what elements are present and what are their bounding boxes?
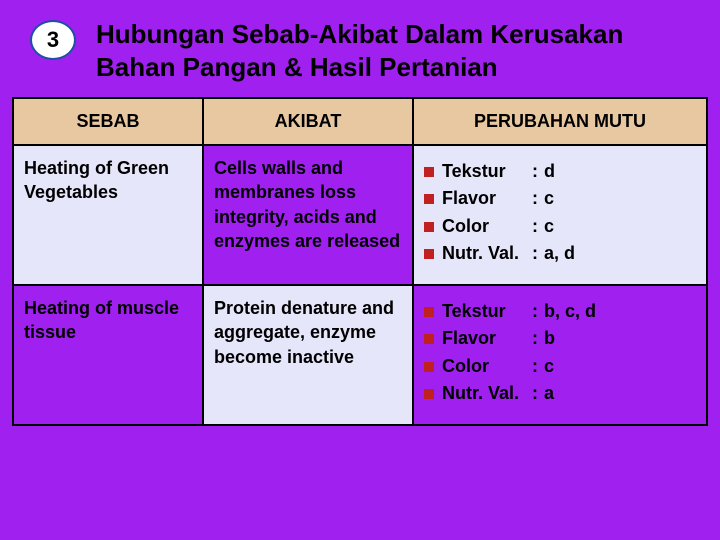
- col-header-sebab: SEBAB: [13, 98, 203, 145]
- bullet-icon: [424, 167, 434, 177]
- mutu-item: Color:c: [424, 354, 696, 378]
- bullet-icon: [424, 334, 434, 344]
- mutu-item: Flavor:b: [424, 326, 696, 350]
- table-header-row: SEBAB AKIBAT PERUBAHAN MUTU: [13, 98, 707, 145]
- mutu-item: Nutr. Val.:a: [424, 381, 696, 405]
- slide-title: Hubungan Sebab-Akibat Dalam Kerusakan Ba…: [90, 18, 690, 83]
- cell-sebab: Heating of muscle tissue: [13, 285, 203, 425]
- bullet-icon: [424, 307, 434, 317]
- section-number-badge: 3: [30, 20, 76, 60]
- cell-akibat: Protein denature and aggregate, enzyme b…: [203, 285, 413, 425]
- mutu-item: Tekstur:d: [424, 159, 696, 183]
- cell-sebab: Heating of Green Vegetables: [13, 145, 203, 285]
- bullet-icon: [424, 389, 434, 399]
- cell-mutu: Tekstur:b, c, d Flavor:b Color:c Nutr. V…: [413, 285, 707, 425]
- bullet-icon: [424, 362, 434, 372]
- cell-mutu: Tekstur:d Flavor:c Color:c Nutr. Val.:a,…: [413, 145, 707, 285]
- bullet-icon: [424, 222, 434, 232]
- table-container: SEBAB AKIBAT PERUBAHAN MUTU Heating of G…: [0, 93, 720, 426]
- section-number: 3: [47, 27, 59, 53]
- mutu-list: Tekstur:b, c, d Flavor:b Color:c Nutr. V…: [424, 299, 696, 405]
- bullet-icon: [424, 249, 434, 259]
- col-header-akibat: AKIBAT: [203, 98, 413, 145]
- table-row: Heating of Green Vegetables Cells walls …: [13, 145, 707, 285]
- table-row: Heating of muscle tissue Protein denatur…: [13, 285, 707, 425]
- mutu-item: Flavor:c: [424, 186, 696, 210]
- mutu-item: Tekstur:b, c, d: [424, 299, 696, 323]
- cause-effect-table: SEBAB AKIBAT PERUBAHAN MUTU Heating of G…: [12, 97, 708, 426]
- cell-akibat: Cells walls and membranes loss integrity…: [203, 145, 413, 285]
- mutu-list: Tekstur:d Flavor:c Color:c Nutr. Val.:a,…: [424, 159, 696, 265]
- col-header-mutu: PERUBAHAN MUTU: [413, 98, 707, 145]
- bullet-icon: [424, 194, 434, 204]
- mutu-item: Color:c: [424, 214, 696, 238]
- slide-header: 3 Hubungan Sebab-Akibat Dalam Kerusakan …: [0, 0, 720, 93]
- mutu-item: Nutr. Val.:a, d: [424, 241, 696, 265]
